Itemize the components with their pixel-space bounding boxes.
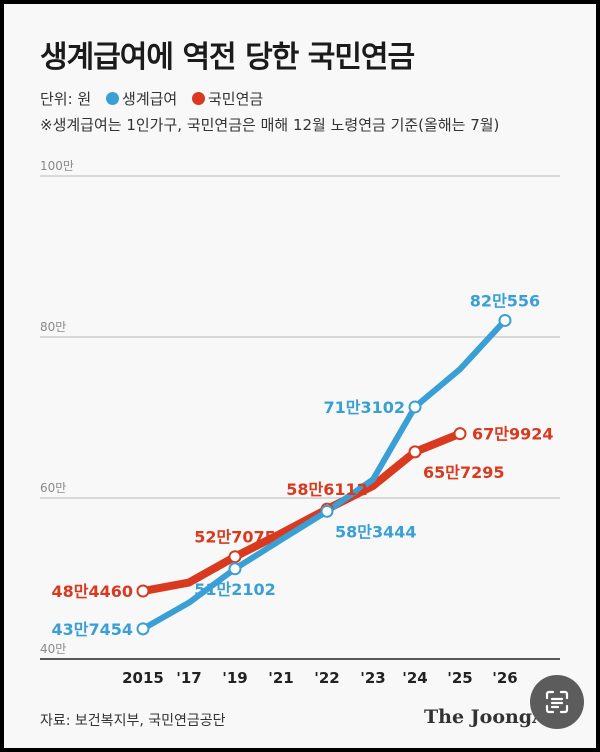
x-tick-label: '17 [176,669,201,687]
y-tick-label: 40만 [40,642,66,656]
data-point-marker [408,400,422,414]
chart-title: 생계급여에 역전 당한 국민연금 [40,40,415,75]
legend-swatch-pension [192,92,205,105]
data-point-marker [408,445,422,459]
legend-label-livelihood: 생계급여 [122,90,178,108]
unit-label: 단위: 원 [40,90,92,108]
data-label: 67만9924 [472,425,554,444]
data-point-marker [228,562,242,576]
publisher-logo: The JoongA [424,706,547,728]
data-label: 65만7295 [423,463,505,482]
chart-card: 생계급여에 역전 당한 국민연금 단위: 원 생계급여 국민연금 ※생계급여는 … [4,4,596,748]
lens-button[interactable] [530,675,584,729]
data-point-marker [136,622,150,636]
data-point-marker [136,584,150,598]
x-tick-label: '22 [314,669,339,687]
source-note: 자료: 보건복지부, 국민연금공단 [40,713,226,729]
x-tick-label: '25 [447,669,472,687]
data-point-marker [320,504,334,518]
data-label: 71만3102 [323,398,405,417]
x-tick-label: '21 [268,669,293,687]
data-point-marker [228,550,242,564]
chart-note: ※생계급여는 1인가구, 국민연금은 매해 12월 노령연금 기준(올해는 7월… [40,116,500,134]
data-label: 82만556 [470,291,540,310]
data-label: 51만2102 [194,580,276,599]
data-label: 58만3444 [335,522,417,541]
y-tick-label: 80만 [40,320,66,334]
x-tick-label: '24 [402,669,427,687]
scan-icon [545,690,569,714]
data-label: 48만4460 [51,582,133,601]
legend-label-pension: 국민연금 [208,90,264,108]
data-point-marker [453,427,467,441]
x-tick-label: 2015 [122,669,164,687]
data-label: 52만7075 [194,528,276,547]
data-label: 43만7454 [51,620,133,639]
x-tick-label: '19 [222,669,247,687]
y-tick-label: 60만 [40,481,66,495]
data-point-marker [498,313,512,327]
data-label: 58만6112 [286,480,368,499]
line-chart: 40만 60만 80만 100만 2015 '17 '19 '21 '22 '23 '24 '25 '2… [40,159,560,687]
legend: 단위: 원 생계급여 국민연금 [40,88,263,109]
legend-swatch-livelihood [106,92,120,105]
x-tick-label: '23 [360,669,385,687]
x-tick-label: '26 [492,669,517,687]
y-tick-label: 100만 [40,159,74,173]
series-line-pension [139,429,464,596]
